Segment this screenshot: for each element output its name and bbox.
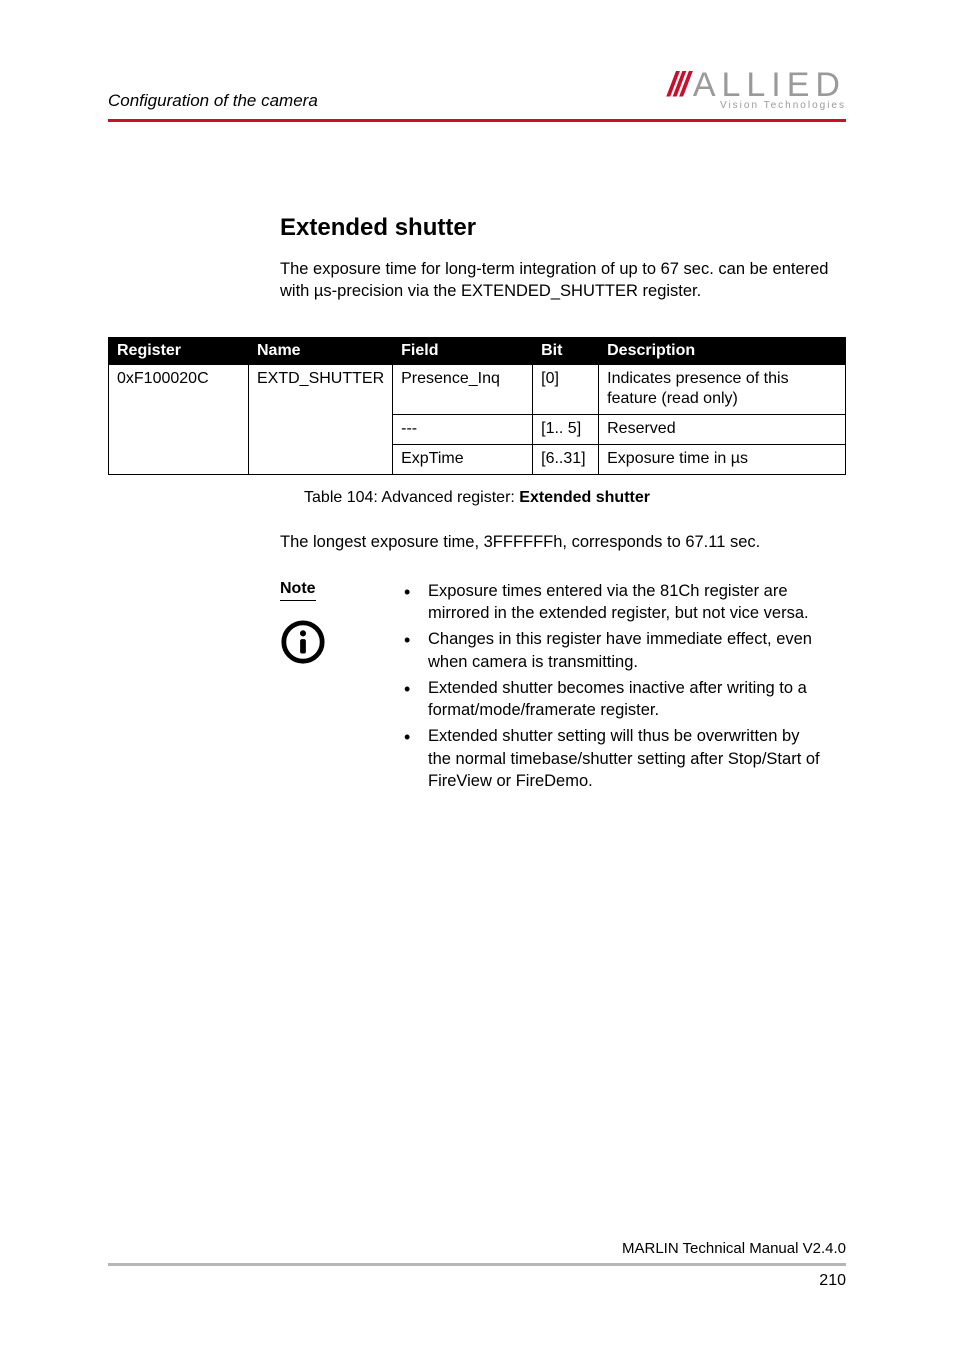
note-label: Note [280,580,316,601]
section-heading: Extended shutter [280,214,846,242]
logo-main-text: ALLIED [693,66,846,104]
cell-register: 0xF100020C [109,364,249,474]
cell-bit: [1.. 5] [533,415,599,445]
note-list: Exposure times entered via the 81Ch regi… [400,580,820,796]
col-field: Field [393,337,533,364]
col-description: Description [599,337,846,364]
cell-field: Presence_Inq [393,364,533,415]
note-block: Note Exposure times entered via the 81Ch… [280,580,846,796]
register-table: Register Name Field Bit Description 0xF1… [108,337,846,475]
table-header-row: Register Name Field Bit Description [109,337,846,364]
cell-desc: Reserved [599,415,846,445]
caption-prefix: Table 104: Advanced register: [304,489,519,506]
page-number: 210 [108,1272,846,1290]
page-header: Configuration of the camera ///ALLIED Vi… [108,68,846,117]
list-item: Extended shutter setting will thus be ov… [400,725,820,792]
table-caption: Table 104: Advanced register: Extended s… [108,489,846,507]
caption-bold: Extended shutter [519,489,650,506]
col-register: Register [109,337,249,364]
after-table-text: The longest exposure time, 3FFFFFFh, cor… [280,533,846,552]
list-item: Changes in this register have immediate … [400,628,820,673]
cell-name: EXTD_SHUTTER [249,364,393,474]
cell-bit: [6..31] [533,444,599,474]
footer-rule [108,1263,846,1266]
table-row: 0xF100020C EXTD_SHUTTER Presence_Inq [0]… [109,364,846,415]
note-label-column: Note [280,580,350,670]
list-item: Extended shutter becomes inactive after … [400,677,820,722]
intro-paragraph: The exposure time for long-term integrat… [280,258,840,303]
page: Configuration of the camera ///ALLIED Vi… [0,0,954,1350]
logo-text: /// ALLIED [664,68,846,102]
cell-field: --- [393,415,533,445]
breadcrumb: Configuration of the camera [108,91,318,111]
col-bit: Bit [533,337,599,364]
list-item: Exposure times entered via the 81Ch regi… [400,580,820,625]
logo-slashes-icon: /// [667,66,686,104]
info-icon [280,619,326,665]
cell-field: ExpTime [393,444,533,474]
cell-desc: Indicates presence of this feature (read… [599,364,846,415]
page-footer: MARLIN Technical Manual V2.4.0 210 [108,1240,846,1290]
cell-bit: [0] [533,364,599,415]
footer-doc-title: MARLIN Technical Manual V2.4.0 [108,1240,846,1257]
cell-desc: Exposure time in µs [599,444,846,474]
content-area: Extended shutter The exposure time for l… [108,122,846,796]
col-name: Name [249,337,393,364]
brand-logo: ///ALLIED Vision Technologies [664,68,846,111]
